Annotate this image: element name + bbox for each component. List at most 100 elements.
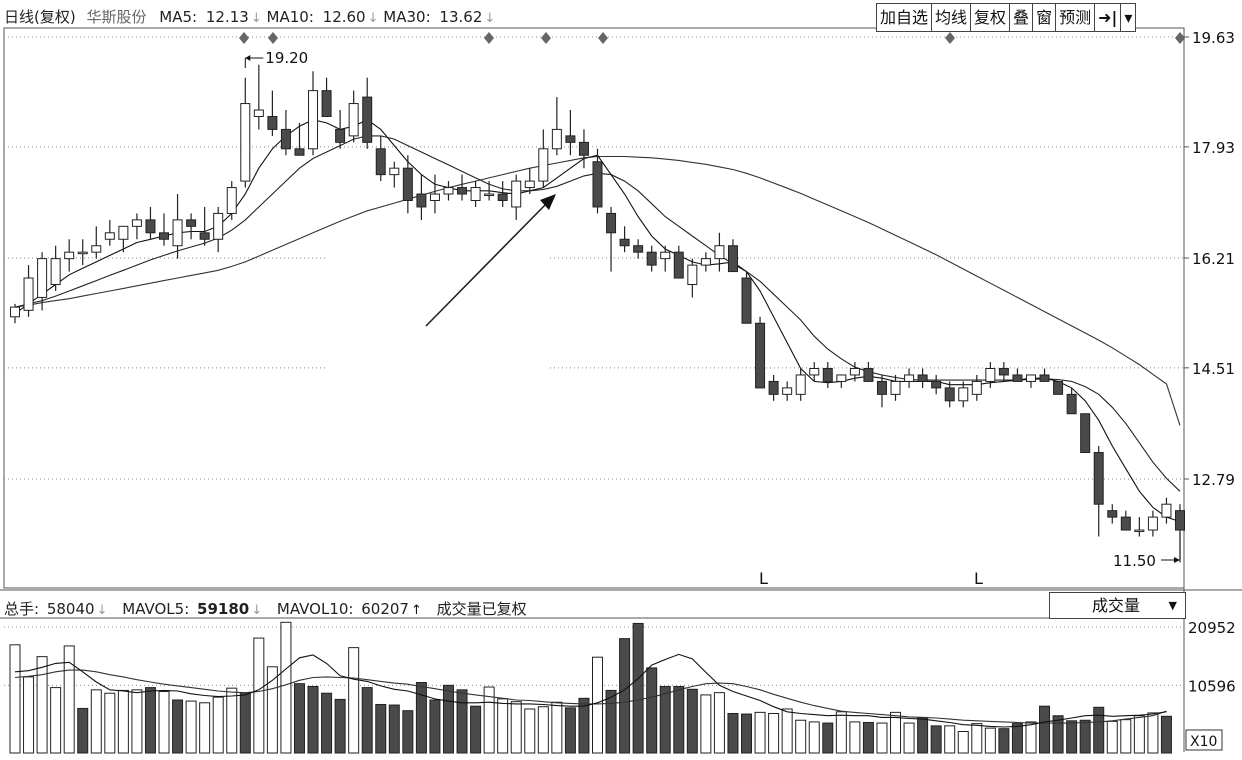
mavol10-trend-icon: ↑ (410, 603, 422, 618)
candle-down (619, 238, 630, 247)
moving-average-button[interactable]: 均线 (932, 4, 972, 31)
toolbar-dropdown-icon[interactable]: ▾ (1124, 8, 1133, 27)
candle-up (809, 368, 820, 376)
candle-up (1161, 503, 1172, 518)
price-tick-label: 16.21 (1192, 250, 1235, 268)
volume-bar-up (1106, 720, 1118, 754)
ma30-value: 13.62 (439, 8, 483, 26)
volume-bar-up (835, 711, 847, 754)
candle-down (998, 368, 1009, 376)
volume-bar-down (442, 684, 454, 754)
low-point-marker: L (759, 569, 768, 588)
price-header: 日线(复权) 华斯股份 MA5: 12.13 ↓ MA10: 12.60 ↓ MA3… (4, 6, 495, 27)
volume-bar-up (510, 701, 522, 754)
mavol5-trend-icon: ↓ (251, 603, 263, 618)
signal-diamond-icon (484, 32, 494, 44)
volume-bar-down (1079, 719, 1091, 754)
high-value-label: 19.20 (265, 49, 308, 67)
volume-bar-down (1160, 715, 1172, 754)
volume-multiplier-label: X10 (1190, 734, 1217, 750)
volume-bar-down (578, 697, 590, 754)
volume-tick-label: 20952 (1188, 619, 1236, 637)
indicator-select-value: 成交量 (1092, 596, 1141, 615)
volume-bar-down (239, 692, 251, 754)
volume-bar-up (700, 694, 712, 754)
price-tick-label: 12.79 (1192, 471, 1235, 489)
candle-up (443, 187, 454, 195)
candle-up (1134, 529, 1145, 533)
candle-down (416, 193, 427, 208)
candle-down (497, 193, 508, 201)
volume-bar-down (998, 728, 1010, 754)
candle-up (131, 219, 142, 227)
volume-bar-up (131, 689, 143, 754)
volume-bar-up (348, 647, 360, 754)
candle-down (768, 380, 779, 395)
candle-up (389, 167, 400, 176)
volume-bar-up (524, 708, 536, 754)
ma10-trend-icon: ↓ (367, 11, 379, 26)
candle-down (1093, 452, 1104, 505)
candle-down (159, 232, 170, 240)
candle-up (524, 180, 535, 189)
volume-bar-down (605, 689, 617, 754)
candle-down (931, 380, 942, 389)
window-button[interactable]: 窗 (1033, 4, 1057, 31)
adjust-price-button[interactable]: 复权 (971, 4, 1011, 31)
signal-diamond-icon (541, 32, 551, 44)
volume-trend-icon: ↓ (96, 603, 108, 618)
low-value-label: 11.50 (1113, 552, 1156, 570)
candle-down (294, 148, 305, 156)
volume-bar-up (50, 687, 62, 754)
volume-bar-up (90, 689, 102, 754)
forecast-button[interactable]: 预测 (1056, 4, 1096, 31)
jump-end-icon[interactable]: ➜| (1095, 4, 1122, 31)
candle-down (362, 96, 373, 143)
signal-diamond-icon (239, 32, 249, 44)
candle-down (1120, 516, 1131, 531)
volume-bar-up (781, 708, 793, 754)
volume-bar-down (646, 667, 658, 754)
volume-bar-up (903, 722, 915, 754)
overlay-button[interactable]: 叠 (1010, 4, 1034, 31)
volume-bar-up (592, 656, 603, 754)
candle-down (944, 387, 955, 402)
candle-down (578, 141, 589, 156)
volume-bar-down (144, 687, 156, 754)
volume-bar-down (619, 638, 631, 754)
candle-down (1080, 413, 1091, 454)
candle-down (606, 212, 617, 234)
volume-bar-down (77, 707, 89, 754)
candle-up (700, 258, 711, 266)
candle-up (10, 306, 20, 318)
period-label: 日线(复权) (4, 8, 76, 26)
volume-bar-up (497, 698, 509, 754)
candle-down (1107, 510, 1118, 518)
volume-bar-down (727, 712, 739, 754)
add-watchlist-button[interactable]: 加自选 (877, 4, 933, 31)
candle-up (890, 380, 901, 395)
ma10-value: 12.60 (322, 8, 366, 26)
ma5-value: 12.13 (205, 8, 249, 26)
volume-bar-down (470, 705, 482, 754)
volume-bar-up (537, 706, 549, 754)
chevron-down-icon: ▼ (1168, 599, 1177, 612)
candle-up (782, 387, 793, 395)
trend-arrow-line (425, 201, 549, 327)
volume-bar-down (456, 689, 468, 754)
candle-down (673, 251, 684, 279)
volume-bar-up (768, 712, 780, 754)
candle-up (1147, 516, 1158, 531)
candle-down (1175, 510, 1185, 531)
volume-bar-down (172, 699, 184, 754)
indicator-select[interactable]: 成交量 ▼ (1049, 592, 1186, 619)
candle-up (240, 103, 251, 182)
chart-toolbar: 加自选 均线 复权 叠 窗 预测 ➜| ▾ (876, 3, 1137, 32)
candle-down (565, 135, 576, 143)
candle-down (755, 322, 766, 389)
ma10-label: MA10: (266, 8, 314, 26)
volume-tick-label: 10596 (1188, 677, 1236, 695)
candle-up (213, 212, 224, 240)
volume-bar-down (1066, 720, 1078, 754)
